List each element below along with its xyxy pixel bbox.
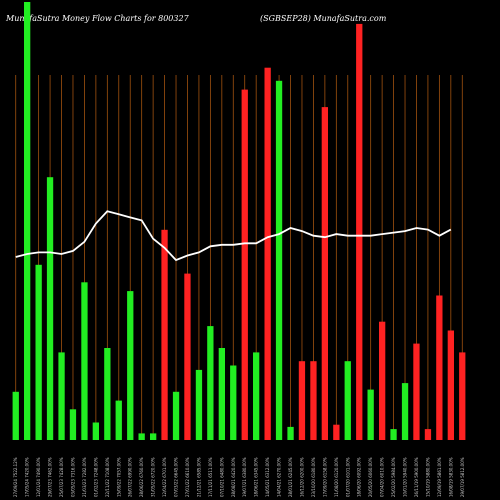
x-tick-label: 26/11/19 5900.00%: [414, 457, 419, 497]
x-tick-label: 01/07/20 6101.00%: [345, 457, 350, 497]
money-flow-bar: [298, 361, 306, 440]
money-flow-bar: [459, 352, 466, 440]
x-tick-label: 29/07/23 7462.00%: [48, 457, 53, 497]
x-tick-label: 20/05/20 6060.00%: [368, 457, 373, 497]
x-tick-label: 22/11/22 7108.00%: [105, 457, 110, 497]
money-flow-bar: [138, 433, 145, 440]
money-flow-bar: [230, 365, 237, 440]
x-tick-label: 17/11/21 6511.00%: [208, 457, 213, 497]
money-flow-bar: [24, 2, 31, 440]
money-flow-bar: [127, 291, 134, 440]
x-tick-label: 21/12/21 6585.00%: [196, 457, 201, 497]
money-flow-bar: [104, 348, 111, 440]
money-flow-bar: [264, 67, 271, 440]
x-tick-label: 17/09/20 6158.00%: [322, 457, 327, 497]
money-flow-bar: [58, 352, 65, 440]
x-tick-label: 14/05/21 6312.00%: [265, 457, 270, 497]
money-flow-bar: [310, 361, 317, 440]
money-flow-bar: [253, 352, 260, 440]
x-tick-label: 01/02/23 7248.00%: [93, 457, 98, 497]
money-flow-bar: [81, 282, 88, 440]
money-flow-bar: [275, 80, 283, 441]
money-flow-bar: [115, 400, 122, 440]
money-flow-bar: [12, 391, 19, 440]
money-flow-bar: [436, 295, 443, 440]
x-tick-label: 07/04/20 6010.00%: [380, 457, 385, 497]
x-tick-label: 25/02/20 5984.00%: [391, 457, 396, 497]
money-flow-bars: [12, 2, 466, 441]
x-axis-tick-labels: 27/09/24 7522.12% 17/05/24 7420.00% 12/01/…: [13, 457, 465, 497]
chart-subtitle: (SGBSEP28) MunafaSutra.com: [260, 14, 387, 23]
x-tick-label: 12/01/24 7490.00%: [36, 457, 41, 497]
x-tick-label: 15/10/19 5880.00%: [425, 457, 430, 497]
price-line-path: [15, 210, 452, 262]
x-tick-label: 14/04/21 6270.00%: [277, 457, 282, 497]
money-flow-bar: [287, 426, 294, 440]
x-tick-label: 28/08/21 6420.00%: [231, 457, 236, 497]
money-flow-bar: [321, 107, 328, 440]
x-tick-label: 27/01/22 6610.00%: [185, 457, 190, 497]
money-flow-bar: [161, 229, 168, 440]
x-tick-label: 07/03/22 6645.00%: [174, 457, 179, 497]
money-flow-bar: [379, 321, 386, 440]
x-tick-label: 12/09/19 5861.00%: [437, 457, 442, 497]
x-tick-label: 23/10/20 6180.00%: [311, 457, 316, 497]
money-flow-bar: [150, 433, 157, 440]
x-tick-label: 19/07/21 6380.00%: [242, 457, 247, 497]
x-tick-label: 03/05/23 7316.00%: [71, 457, 76, 497]
x-tick-label: 28/06/22 6760.00%: [139, 457, 144, 497]
money-flow-bar: [195, 369, 203, 440]
x-tick-label: 10/01/20 5940.00%: [403, 457, 408, 497]
x-tick-label: 28/01/21 6245.00%: [288, 457, 293, 497]
x-tick-label: 27/09/24 7522.12%: [13, 457, 18, 497]
money-flow-bar: [69, 409, 77, 440]
money-flow-bar: [356, 23, 363, 441]
money-flow-bar: [447, 330, 454, 440]
money-flow-bar: [35, 264, 42, 440]
money-flow-bar: [207, 326, 214, 440]
money-flow-bar: [92, 422, 99, 440]
money-flow-bar: [184, 273, 191, 440]
money-flow-bar: [401, 383, 409, 440]
money-flow-bar: [218, 348, 225, 440]
x-tick-label: 11/08/20 6120.00%: [334, 457, 339, 497]
money-flow-bar: [390, 429, 397, 440]
x-tick-label: 17/05/24 7420.00%: [25, 457, 30, 497]
chart-title: MunafaSutra Money Flow Charts for 800327: [6, 14, 189, 23]
x-tick-label: 21/03/23 7282.00%: [82, 457, 87, 497]
price-line: [15, 210, 452, 262]
x-tick-label: 29/07/19 5812.00%: [460, 457, 465, 497]
money-flow-bar: [46, 177, 54, 440]
money-flow-bar: [241, 89, 248, 440]
x-tick-label: 25/07/23 7428.00%: [59, 457, 64, 497]
x-tick-label: 18/06/21 6345.00%: [254, 457, 259, 497]
x-tick-label: 31/05/22 6720.00%: [151, 457, 156, 497]
money-flow-bar: [333, 424, 340, 440]
money-flow-bar: [367, 389, 374, 440]
money-flow-bar: [172, 391, 180, 440]
x-tick-label: 07/10/21 6480.00%: [219, 457, 224, 497]
x-tick-label: 12/04/22 6701.00%: [162, 457, 167, 497]
x-tick-label: 16/12/20 6200.00%: [300, 457, 305, 497]
money-flow-bar: [413, 343, 420, 440]
money-flow-bar: [424, 429, 432, 440]
money-flow-bar: [344, 361, 351, 440]
x-tick-label: 26/07/22 6990.00%: [128, 457, 133, 497]
x-tick-label: 16/08/19 5830.00%: [448, 457, 453, 497]
x-tick-label: 15/09/22 7057.00%: [116, 457, 121, 497]
x-tick-label: 18/06/20 6092.00%: [357, 457, 362, 497]
